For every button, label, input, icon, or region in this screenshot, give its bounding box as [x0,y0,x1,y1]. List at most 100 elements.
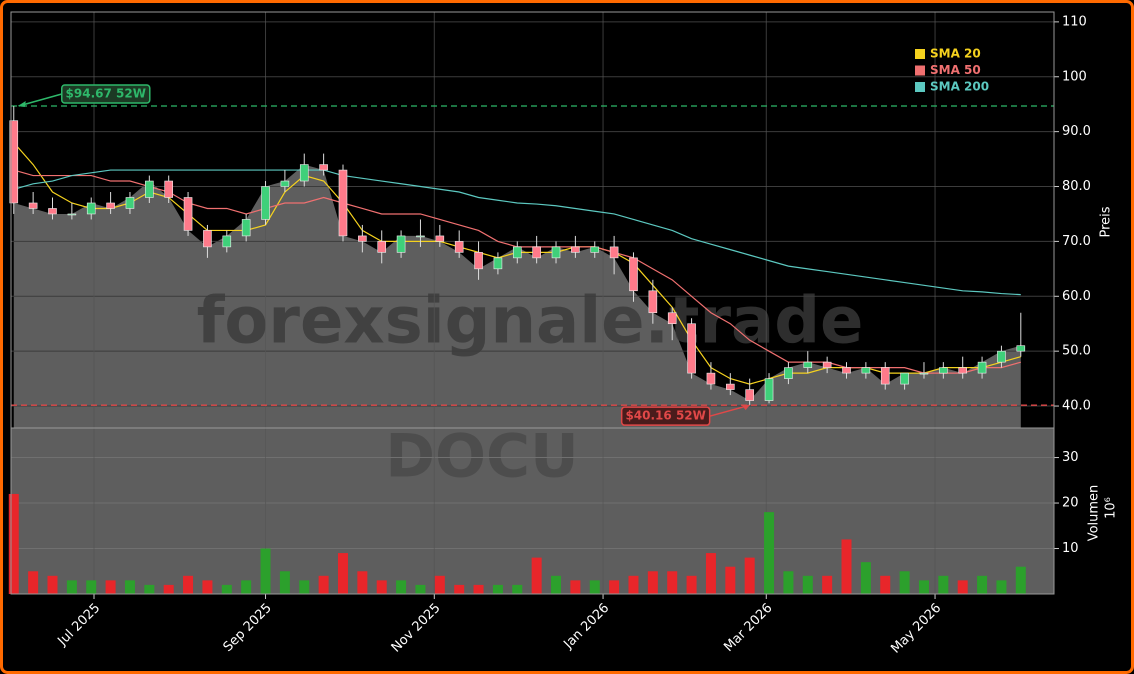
volume-bar [744,557,755,594]
candle-body [629,257,638,292]
candle-body [454,241,464,253]
volume-bar [492,584,503,594]
candle-body [86,202,96,215]
y-axis-label: Preis [1099,206,1114,237]
candle-body [667,312,677,325]
volume-bar [105,580,116,594]
y-tick-label: 40.0 [1062,399,1091,414]
annotation-arrow [18,93,62,107]
volume-bar [957,580,968,594]
volume-bar [202,580,213,594]
annotation-label: $94.67 52W [66,87,146,101]
legend-label: SMA 20 [930,47,981,61]
candle-body [338,169,348,237]
candle-body [706,372,716,385]
legend-label: SMA 50 [930,63,981,77]
volume-bar [163,584,174,594]
candle-body [822,361,832,368]
annotation-arrow [709,404,750,417]
y-axis-unit: 10⁶ [1104,497,1119,519]
candle-body [261,186,270,220]
candle-body [571,246,580,253]
candle-body [590,246,600,253]
volume-bar [318,575,329,594]
candle-body [299,164,309,182]
volume-bar [822,575,833,594]
volume-bar [570,580,581,594]
annotation-box [620,406,711,426]
candle-body [145,180,154,198]
candle-body [880,367,890,385]
volume-bar [802,575,813,594]
volume-bar [686,575,697,594]
y-tick-label: 20 [1062,496,1079,511]
volume-bar [996,580,1007,594]
volume-bar [415,584,426,594]
candle-body [842,367,851,374]
volume-bar [531,557,542,594]
candle-body [280,180,290,187]
candle-body [241,219,251,237]
legend-swatch [915,49,925,59]
volume-bar [8,493,19,594]
volume-bar [841,539,852,594]
candle-body [377,241,387,253]
y-tick-label: 10 [1062,541,1079,556]
y-tick-label: 80.0 [1062,179,1091,194]
volume-bar [28,571,39,594]
volume-bar [918,580,929,594]
volume-bar [725,566,736,594]
candle-body [861,367,871,374]
volume-bar [473,584,484,594]
watermark: DOCU [385,422,579,492]
candle-body [551,246,561,259]
volume-bar [667,571,678,594]
volume-bar [337,553,348,594]
candle-body [784,367,793,379]
candle-body [532,246,541,259]
volume-bar [783,571,794,594]
volume-bar [512,584,523,594]
volume-bar [589,580,600,594]
candle-body [512,246,522,259]
candle-body [977,361,987,374]
annotation-label: $40.16 52W [625,409,705,423]
candle-body [609,246,619,259]
candle-body [764,378,774,401]
volume-bar [551,575,562,594]
candle-body [203,230,212,248]
sma-line [13,169,1021,296]
volume-bar [299,580,310,594]
candle-body [900,372,909,385]
plot-border [10,11,1055,595]
candle-body [648,290,658,314]
volume-bar [628,575,639,594]
candle-body [919,372,929,375]
volume-bar [454,584,465,594]
volume-bar [434,575,445,594]
candle-body [803,361,813,368]
arrow-head [17,101,26,108]
volume-bar [144,584,155,594]
candle-body [106,202,115,209]
annotation-box [61,84,151,104]
volume-bar [47,575,58,594]
candle-body [67,213,77,216]
candle-body [726,383,735,390]
volume-bar [221,584,232,594]
volume-bar [899,571,910,594]
candle-body [493,257,503,270]
volume-bar [357,571,368,594]
candle-body [9,120,19,204]
legend-swatch [915,82,925,92]
candle-body [745,389,754,401]
candle-body [939,367,948,374]
candle-body [164,180,173,198]
volume-bar [1015,566,1026,594]
volume-bar [86,580,97,594]
y-tick-label: 100 [1062,69,1087,84]
candle-body [1016,345,1026,352]
volume-bar [938,575,949,594]
candle-body [358,235,367,242]
